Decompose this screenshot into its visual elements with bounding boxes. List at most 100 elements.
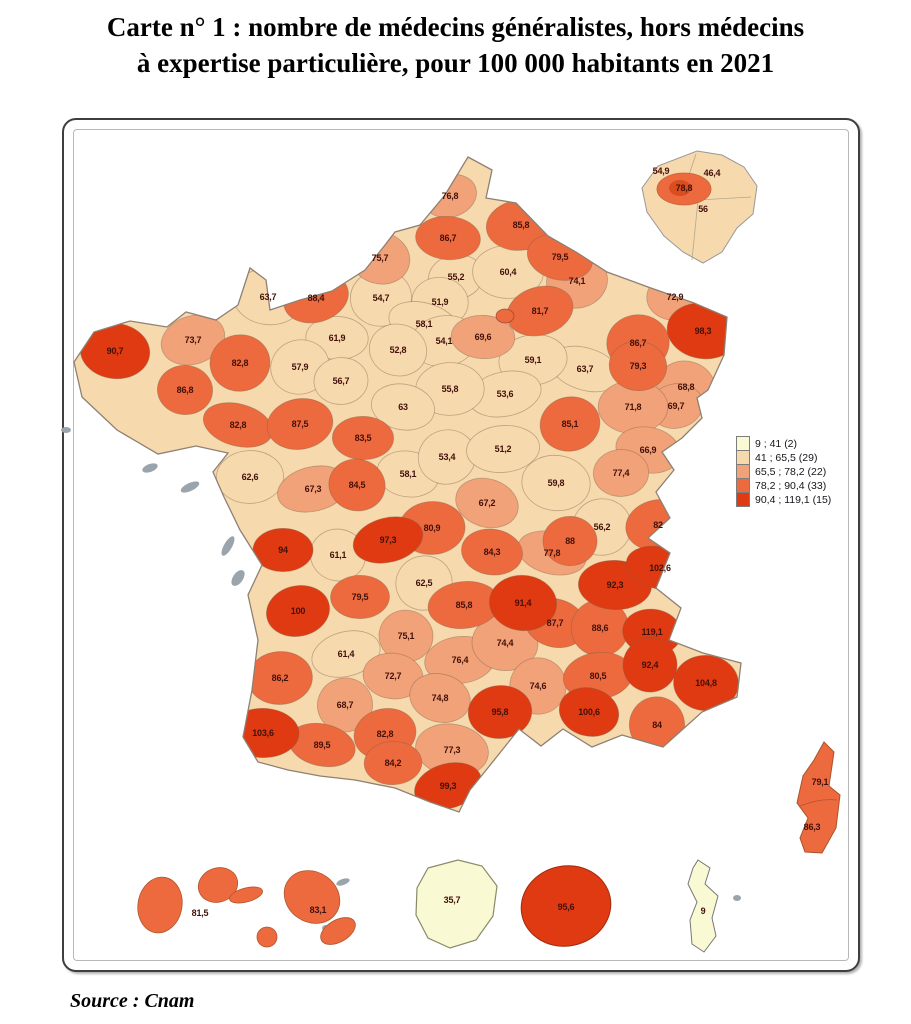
- department-region: [539, 396, 601, 452]
- department-value-label: 63: [398, 402, 408, 412]
- department-region: [415, 215, 481, 261]
- legend-class-label: 78,2 ; 90,4 (33): [755, 479, 827, 492]
- department-value-label: 76,8: [441, 191, 459, 201]
- department-value-label: 71,8: [624, 402, 642, 412]
- department-value-label: 68,8: [677, 382, 695, 392]
- department-region: [450, 314, 516, 360]
- map-title-line1: Carte n° 1 : nombre de médecins générali…: [106, 12, 805, 42]
- department-value-label: 91,4: [514, 598, 532, 608]
- department-value-label: 53,6: [496, 389, 514, 399]
- department-value-label: 54,1: [435, 336, 453, 346]
- department-value-label: 79,1: [811, 777, 829, 787]
- department-value-label: 90,7: [106, 346, 124, 356]
- legend-swatch: [736, 450, 750, 465]
- department-value-label: 61,4: [337, 649, 355, 659]
- department-value-label: 62,6: [241, 472, 259, 482]
- department-value-label: 103,6: [252, 728, 274, 738]
- department-value-label: 74,6: [529, 681, 547, 691]
- department-value-label: 86,7: [439, 233, 457, 243]
- legend-row: 90,4 ; 119,1 (15): [736, 492, 831, 507]
- department-value-label: 79,5: [351, 592, 369, 602]
- department-value-label: 51,2: [494, 444, 512, 454]
- department-value-label: 68,7: [336, 700, 354, 710]
- department-value-label: 75,7: [371, 253, 389, 263]
- department-region: [363, 740, 423, 786]
- department-region: [332, 415, 394, 461]
- department-value-label: 82,8: [231, 358, 249, 368]
- department-value-label: 88,4: [307, 293, 325, 303]
- department-value-label: 84: [652, 720, 662, 730]
- department-value-label: 69,6: [474, 332, 492, 342]
- department-value-label: 67,2: [478, 498, 496, 508]
- department-region: [461, 528, 523, 576]
- department-region: [368, 323, 428, 377]
- department-value-label: 54,7: [372, 293, 390, 303]
- department-region: [542, 515, 598, 567]
- department-value-label: 87,5: [291, 419, 309, 429]
- department-value-label: 74,4: [496, 638, 514, 648]
- department-value-label: 79,3: [629, 361, 647, 371]
- department-value-label: 85,8: [455, 600, 473, 610]
- department-value-label: 51,9: [431, 297, 449, 307]
- ile-de-france-inset-shape: [641, 150, 758, 264]
- department-value-label: 94: [278, 545, 288, 555]
- mainland-france-shape: [74, 157, 741, 812]
- map-legend: 9 ; 41 (2) 41 ; 65,5 (29) 65,5 ; 78,2 (22)…: [736, 436, 831, 507]
- department-value-label: 92,3: [606, 580, 624, 590]
- department-value-label: 63,7: [259, 292, 277, 302]
- department-value-label: 81,5: [191, 908, 209, 918]
- department-value-label: 56: [698, 204, 708, 214]
- department-value-label: 56,7: [332, 376, 350, 386]
- department-region: [330, 574, 390, 620]
- department-value-label: 57,9: [291, 362, 309, 372]
- department-region: [489, 574, 557, 632]
- department-value-label: 77,3: [443, 745, 461, 755]
- department-value-label: 82,8: [229, 420, 247, 430]
- department-region: [593, 449, 649, 497]
- department-value-label: 84,2: [384, 758, 402, 768]
- department-value-label: 88,6: [591, 623, 609, 633]
- department-value-label: 86,8: [176, 385, 194, 395]
- department-region: [608, 340, 668, 392]
- department-value-label: 73,7: [184, 335, 202, 345]
- department-value-label: 97,3: [379, 535, 397, 545]
- department-region: [467, 685, 533, 739]
- department-value-label: 85,8: [512, 220, 530, 230]
- department-region: [371, 383, 435, 431]
- department-value-label: 55,2: [447, 272, 465, 282]
- department-value-label: 76,4: [451, 655, 469, 665]
- department-value-label: 77,8: [543, 548, 561, 558]
- mainland-coastline: [73, 156, 742, 813]
- department-value-label: 78,8: [675, 183, 693, 193]
- department-value-label: 84,5: [348, 480, 366, 490]
- department-value-label: 100: [290, 606, 306, 616]
- legend-row: 65,5 ; 78,2 (22): [736, 464, 831, 479]
- department-value-label: 59,1: [524, 355, 542, 365]
- department-value-label: 35,7: [443, 895, 461, 905]
- department-value-label: 74,8: [431, 693, 449, 703]
- legend-class-label: 9 ; 41 (2): [755, 437, 798, 450]
- department-region: [311, 630, 381, 678]
- overseas-territories-shapes: [137, 859, 741, 953]
- department-value-label: 86,2: [271, 673, 289, 683]
- department-value-label: 75,1: [397, 631, 415, 641]
- map-title: Carte n° 1 : nombre de médecins générali…: [0, 10, 911, 81]
- department-region: [466, 425, 540, 473]
- department-value-label: 63,7: [576, 364, 594, 374]
- department-value-label: 72,7: [384, 671, 402, 681]
- department-region: [266, 585, 330, 637]
- department-value-label: 88: [565, 536, 575, 546]
- department-value-label: 58,1: [415, 319, 433, 329]
- department-region: [352, 516, 424, 564]
- department-region: [209, 334, 271, 392]
- department-value-label: 83,5: [354, 433, 372, 443]
- department-value-label: 92,4: [641, 660, 659, 670]
- department-value-label: 80,9: [423, 523, 441, 533]
- department-value-label: 46,4: [703, 168, 721, 178]
- department-value-label: 61,9: [328, 333, 346, 343]
- paris-area-dot: [495, 308, 515, 324]
- department-region: [157, 364, 213, 416]
- department-value-label: 74,1: [568, 276, 586, 286]
- source-note: Source : Cnam: [70, 990, 195, 1012]
